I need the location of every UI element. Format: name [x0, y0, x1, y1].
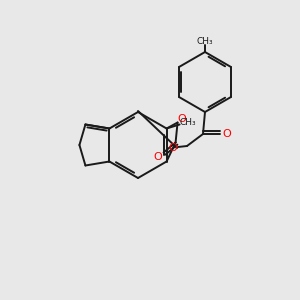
- Text: CH₃: CH₃: [197, 37, 213, 46]
- Text: O: O: [153, 152, 162, 161]
- Text: O: O: [169, 143, 177, 153]
- Text: O: O: [177, 115, 186, 124]
- Text: O: O: [223, 129, 231, 139]
- Text: CH₃: CH₃: [179, 118, 196, 127]
